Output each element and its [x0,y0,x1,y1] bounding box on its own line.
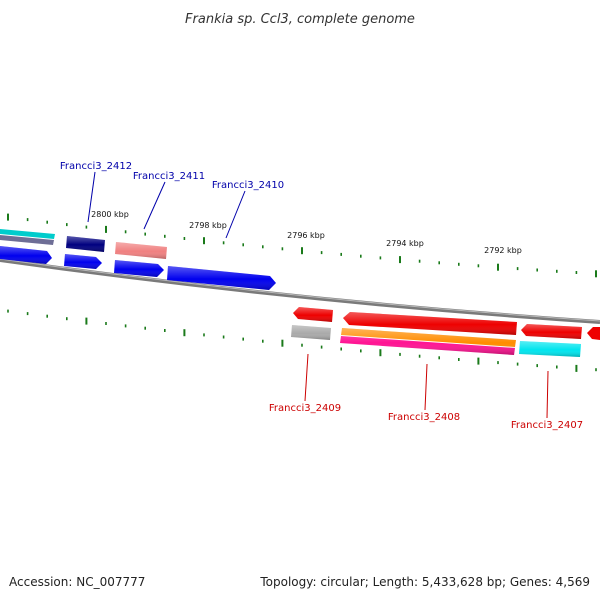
gene-feature-slate-left[interactable] [0,235,54,245]
upper-tick-track [7,213,597,278]
kbp-label-2792: 2792 kbp [484,246,522,255]
kbp-label-2796: 2796 kbp [287,231,325,240]
kbp-label-2800: 2800 kbp [91,210,129,219]
kbp-label-2798: 2798 kbp [189,221,227,230]
forward-genes [0,229,276,290]
map-title: Frankia sp. Ccl3, complete genome [185,12,415,27]
lower-tick-track [7,309,597,372]
label-2411[interactable]: Francci3_2411 [133,171,205,182]
label-2412[interactable]: Francci3_2412 [60,161,132,172]
kbp-labels: 2800 kbp 2798 kbp 2796 kbp 2794 kbp 2792… [91,210,522,255]
kbp-label-2794: 2794 kbp [386,239,424,248]
gene-labels: Francci3_2412 Francci3_2411 Francci3_241… [60,161,583,431]
genome-backbone [0,258,600,324]
reverse-genes [291,307,600,357]
callout-lines [87,171,549,419]
genome-summary: Topology: circular; Length: 5,433,628 bp… [259,575,590,589]
label-2407[interactable]: Francci3_2407 [511,420,583,431]
gene-feature-cyan-left[interactable] [0,229,55,239]
gene-feature-red-edge[interactable] [587,327,600,340]
label-2409[interactable]: Francci3_2409 [269,403,341,414]
label-2410[interactable]: Francci3_2410 [212,180,284,191]
accession-label: Accession: NC_007777 [9,575,145,589]
label-2408[interactable]: Francci3_2408 [388,412,460,423]
